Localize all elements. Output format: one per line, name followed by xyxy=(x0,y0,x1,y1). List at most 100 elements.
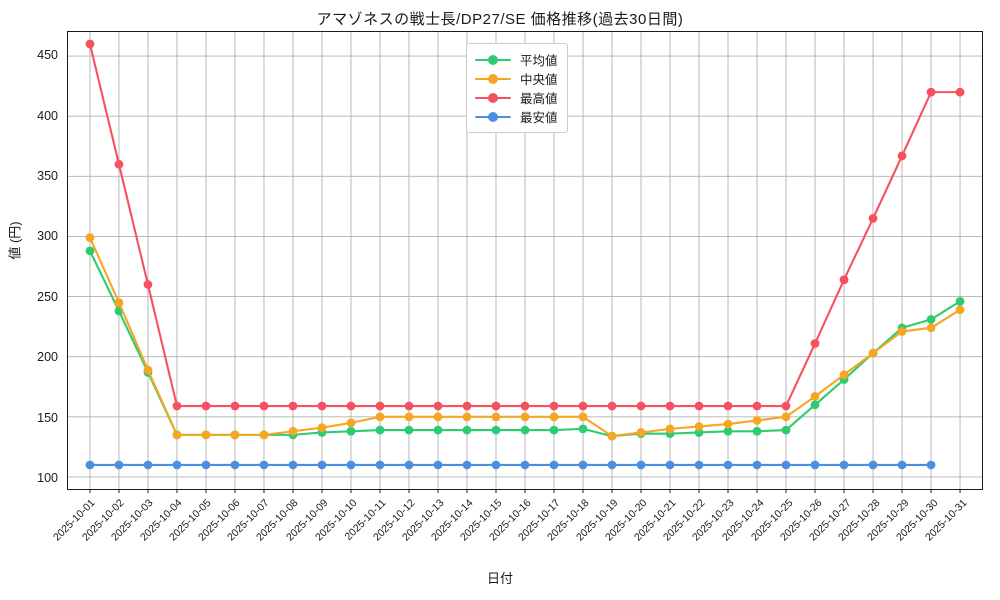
legend-label: 平均値 xyxy=(520,54,558,68)
data-point xyxy=(578,424,588,434)
data-point xyxy=(433,412,443,422)
legend-item[interactable]: 最高値 xyxy=(475,88,558,107)
data-point xyxy=(665,460,675,470)
data-point xyxy=(752,426,762,436)
data-point xyxy=(172,430,182,440)
data-point xyxy=(694,401,704,411)
data-point xyxy=(230,430,240,440)
data-point xyxy=(143,365,153,375)
data-point xyxy=(520,412,530,422)
y-tick-label: 350 xyxy=(37,168,58,183)
data-point xyxy=(723,426,733,436)
data-point xyxy=(85,246,95,256)
data-point xyxy=(259,460,269,470)
data-point xyxy=(404,460,414,470)
chart-title: アマゾネスの戦士長/DP27/SE 価格推移(過去30日間) xyxy=(316,11,684,28)
data-point xyxy=(375,425,385,435)
data-point xyxy=(433,460,443,470)
data-point xyxy=(491,425,501,435)
data-point xyxy=(926,323,936,333)
data-point xyxy=(549,412,559,422)
grid-lines xyxy=(68,32,982,493)
data-point xyxy=(752,416,762,425)
data-point xyxy=(897,460,907,470)
legend-item[interactable]: 平均値 xyxy=(475,50,558,69)
data-point xyxy=(607,460,617,470)
data-point xyxy=(810,392,820,401)
data-point xyxy=(288,426,298,436)
data-point xyxy=(404,401,414,411)
data-point xyxy=(781,460,791,470)
data-point xyxy=(114,460,124,470)
data-point xyxy=(897,151,907,161)
data-point xyxy=(317,401,327,411)
chart-legend: 平均値中央値 最高値 最安値 xyxy=(466,43,568,133)
data-point xyxy=(665,424,675,434)
data-point xyxy=(810,400,820,410)
x-axis-label: 日付 xyxy=(486,571,513,586)
legend-swatch xyxy=(475,110,511,124)
data-point xyxy=(839,370,849,380)
data-point xyxy=(404,412,414,422)
data-point xyxy=(520,460,530,470)
data-point xyxy=(810,339,820,348)
y-tick-label: 200 xyxy=(37,350,58,365)
data-point xyxy=(404,425,414,435)
data-point xyxy=(143,280,153,289)
data-point xyxy=(462,460,472,470)
data-point xyxy=(810,460,820,470)
data-point xyxy=(752,401,762,411)
data-point xyxy=(868,348,878,358)
data-point xyxy=(636,460,646,470)
data-point xyxy=(665,401,675,411)
data-point xyxy=(520,425,530,435)
data-point xyxy=(955,305,965,315)
data-point xyxy=(491,412,501,422)
y-tick-label: 450 xyxy=(37,48,58,63)
data-point xyxy=(868,214,878,223)
data-point xyxy=(549,425,559,435)
data-point xyxy=(868,460,878,470)
data-point xyxy=(607,431,617,441)
legend-swatch xyxy=(475,91,511,105)
y-tick-label: 150 xyxy=(37,410,58,425)
data-point xyxy=(288,460,298,470)
legend-label: 中央値 xyxy=(520,73,558,87)
x-axis-tick-labels: 2025-10-01 2025-10-02 2025-10-03 2025-10-04… xyxy=(51,497,983,567)
data-point xyxy=(955,87,965,97)
legend-item[interactable]: 最安値 xyxy=(475,107,558,126)
data-point xyxy=(549,401,559,411)
data-point xyxy=(172,460,182,470)
data-point xyxy=(926,460,936,470)
data-point xyxy=(346,426,356,436)
legend-item[interactable]: 中央値 xyxy=(475,69,558,88)
data-point xyxy=(462,425,472,435)
data-point xyxy=(201,401,211,411)
data-point xyxy=(317,460,327,470)
data-point xyxy=(85,39,95,49)
data-point xyxy=(462,401,472,411)
data-point xyxy=(114,298,124,307)
data-point xyxy=(491,460,501,470)
data-point xyxy=(781,425,791,435)
data-point xyxy=(636,401,646,411)
data-point xyxy=(259,401,269,411)
data-point xyxy=(433,425,443,435)
y-axis-tick-labels: 100 150 200 250 300 350 400 450 xyxy=(0,31,58,490)
data-point xyxy=(143,460,153,470)
data-point xyxy=(781,412,791,422)
data-point xyxy=(694,460,704,470)
y-tick-label: 250 xyxy=(37,289,58,304)
data-point xyxy=(346,460,356,470)
y-tick-label: 400 xyxy=(37,108,58,123)
series-lines xyxy=(85,39,965,470)
data-point xyxy=(694,428,704,437)
data-point xyxy=(926,315,936,324)
data-point xyxy=(723,401,733,411)
data-point xyxy=(781,401,791,411)
legend-swatch xyxy=(475,53,511,67)
data-point xyxy=(520,401,530,411)
data-point xyxy=(636,428,646,437)
data-point xyxy=(955,297,965,306)
